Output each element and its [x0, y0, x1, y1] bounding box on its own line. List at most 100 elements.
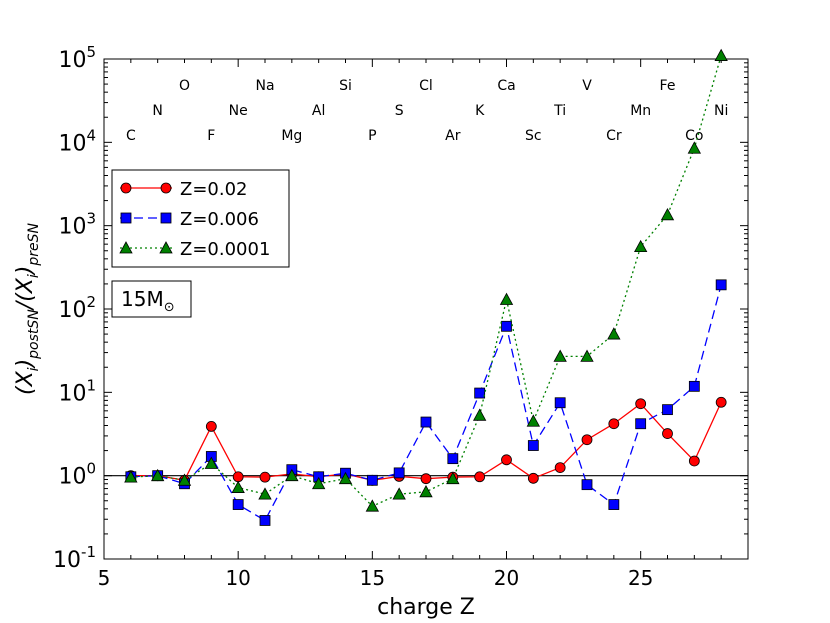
series-line: [130, 401, 722, 482]
data-point: [714, 48, 728, 61]
element-labels: CN O F Ne Na Mg Al Si P S Cl Ar K Ca Sc Ti V Cr Mn Fe Co Ni: [126, 78, 728, 144]
data-point: [204, 456, 219, 469]
data-point: [687, 141, 702, 154]
legend-marker: [159, 241, 173, 254]
data-point: [446, 471, 460, 485]
element-label-ar: Ar: [445, 128, 461, 144]
y-axis-label: (Xi)postSN/(Xi)preSN: [13, 223, 42, 395]
data-point: [715, 279, 727, 291]
legend-marker: [120, 182, 132, 194]
data-point: [232, 471, 244, 483]
mass-annotation: 15M⊙: [111, 280, 192, 318]
element-label-ca: Ca: [497, 78, 515, 94]
data-point: [635, 418, 647, 430]
element-label-ni: Ni: [714, 103, 728, 119]
series-line: [130, 284, 722, 522]
x-tick-label: 15: [360, 566, 385, 590]
x-axis-ticks: 5 10 15 20 25: [98, 59, 749, 590]
series-line: [130, 55, 722, 507]
data-point: [366, 474, 378, 486]
data-point: [474, 471, 486, 483]
x-tick-label: 25: [628, 566, 653, 590]
legend-label: Z=0.006: [180, 209, 259, 230]
data-point: [420, 473, 432, 485]
data-point: [392, 487, 406, 500]
element-label-mn: Mn: [630, 103, 651, 119]
element-label-ti: Ti: [553, 103, 566, 119]
series-triangle: [124, 48, 728, 512]
data-point: [285, 468, 299, 482]
y-tick-label: 100: [58, 460, 96, 490]
legend-entry: Z=0.006: [120, 209, 259, 230]
x-tick-label: 10: [225, 566, 250, 590]
data-point: [635, 398, 647, 410]
legend-items: Z=0.02 Z=0.006 Z=0.0001: [119, 179, 270, 260]
legend-label: Z=0.02: [180, 179, 248, 200]
y-tick-label: 102: [58, 293, 96, 323]
data-point: [499, 292, 514, 305]
element-label-ne: Ne: [229, 103, 248, 119]
legend-marker: [160, 212, 172, 224]
data-point: [338, 471, 353, 485]
element-label-cr: Cr: [606, 128, 622, 144]
data-point: [124, 470, 138, 483]
data-point: [205, 421, 217, 432]
x-axis-label: charge Z: [377, 595, 475, 620]
data-point: [608, 418, 620, 430]
element-label-o: O: [179, 78, 190, 94]
element-label-c: C: [126, 128, 136, 144]
data-point: [150, 468, 165, 482]
data-point: [393, 467, 405, 479]
element-label-co: Co: [685, 128, 703, 144]
legend-label: Z=0.0001: [180, 239, 270, 260]
element-label-k: K: [475, 103, 485, 119]
data-point: [660, 207, 675, 221]
legend-marker: [160, 182, 172, 194]
data-point: [581, 434, 593, 446]
data-point: [553, 349, 567, 362]
element-label-n: N: [152, 103, 162, 119]
data-point: [258, 487, 272, 500]
data-point: [633, 239, 648, 253]
data-point: [527, 472, 539, 484]
data-point: [311, 476, 326, 490]
data-point: [554, 397, 566, 409]
data-point: [177, 473, 192, 486]
data-point: [688, 455, 700, 467]
data-point: [580, 349, 594, 362]
y-tick-label: 10-1: [53, 543, 96, 573]
element-label-mg: Mg: [281, 128, 302, 144]
element-label-v: V: [582, 78, 592, 94]
element-label-p: P: [368, 128, 376, 144]
y-axis-ticks: 10-1 100 101 102 103 104 105: [53, 43, 748, 573]
data-point: [581, 479, 593, 491]
mass-annotation-box: [111, 280, 192, 318]
data-point: [501, 454, 512, 466]
element-label-fe: Fe: [660, 78, 676, 94]
element-label-f: F: [207, 128, 215, 144]
data-point: [232, 499, 244, 510]
element-label-sc: Sc: [525, 128, 542, 144]
legend-entry: Z=0.02: [120, 179, 248, 200]
data-point: [472, 408, 487, 421]
data-point: [447, 453, 459, 465]
data-point: [474, 387, 486, 399]
x-tick-label: 5: [98, 566, 111, 590]
legend: Z=0.02 Z=0.006 Z=0.0001: [111, 169, 290, 268]
mass-annotation-label: 15M⊙: [121, 287, 175, 315]
element-label-al: Al: [312, 103, 325, 119]
y-tick-label: 101: [58, 376, 96, 406]
y-tick-label: 103: [58, 210, 96, 240]
data-point: [526, 414, 541, 427]
element-label-si: Si: [339, 78, 352, 94]
data-point: [607, 327, 621, 340]
legend-marker: [120, 212, 132, 224]
y-tick-label: 105: [58, 43, 96, 73]
data-point: [608, 499, 620, 510]
element-label-cl: Cl: [419, 78, 433, 94]
data-point: [259, 471, 271, 483]
element-label-s: S: [395, 103, 404, 119]
data-point: [554, 462, 566, 473]
y-tick-label: 104: [58, 126, 96, 156]
